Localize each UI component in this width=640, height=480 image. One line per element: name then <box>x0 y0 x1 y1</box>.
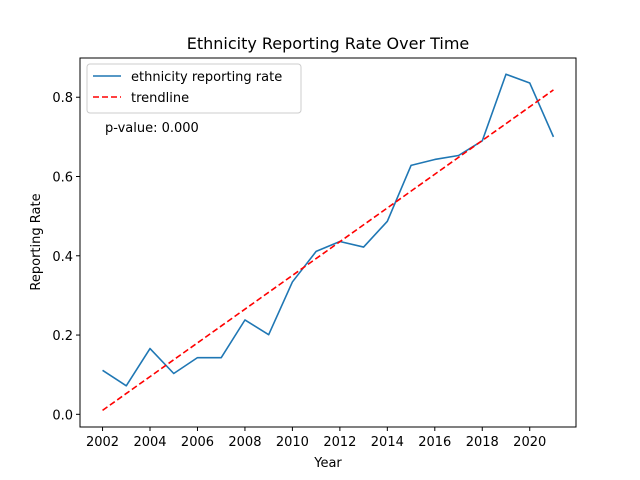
chart-title: Ethnicity Reporting Rate Over Time <box>187 34 470 53</box>
y-axis-label: Reporting Rate <box>29 193 44 290</box>
x-tick-label: 2004 <box>133 435 166 450</box>
axes-frame <box>79 57 577 428</box>
plot-area <box>102 73 555 412</box>
y-tick-label: 0.2 <box>52 329 73 344</box>
y-tick-label: 0.8 <box>52 91 73 106</box>
y-tick-label: 0.4 <box>52 250 73 265</box>
x-tick-label: 2020 <box>513 435 546 450</box>
x-axis-label: Year <box>313 456 342 471</box>
x-tick-label: 2014 <box>371 435 404 450</box>
trendline <box>102 89 554 412</box>
x-axis: 2002 2004 2006 2008 2010 2012 2014 2016 2018 2020 <box>86 427 546 450</box>
x-tick-label: 2016 <box>418 435 451 450</box>
y-tick-label: 0.6 <box>52 171 73 186</box>
y-tick-label: 0.0 <box>52 408 73 423</box>
x-tick-label: 2006 <box>181 435 214 450</box>
p-value-annotation: p-value: 0.000 <box>105 121 199 136</box>
x-tick-label: 2018 <box>466 435 499 450</box>
y-axis: 0.0 0.2 0.4 0.6 0.8 <box>52 91 80 423</box>
legend-box <box>86 63 302 114</box>
x-tick-label: 2010 <box>276 435 309 450</box>
x-tick-label: 2002 <box>86 435 119 450</box>
legend-label-trendline: trendline <box>131 91 189 106</box>
x-tick-label: 2012 <box>323 435 356 450</box>
legend-label-series-0: ethnicity reporting rate <box>131 70 282 85</box>
x-tick-label: 2008 <box>228 435 261 450</box>
legend: ethnicity reporting rate trendline <box>86 63 302 114</box>
